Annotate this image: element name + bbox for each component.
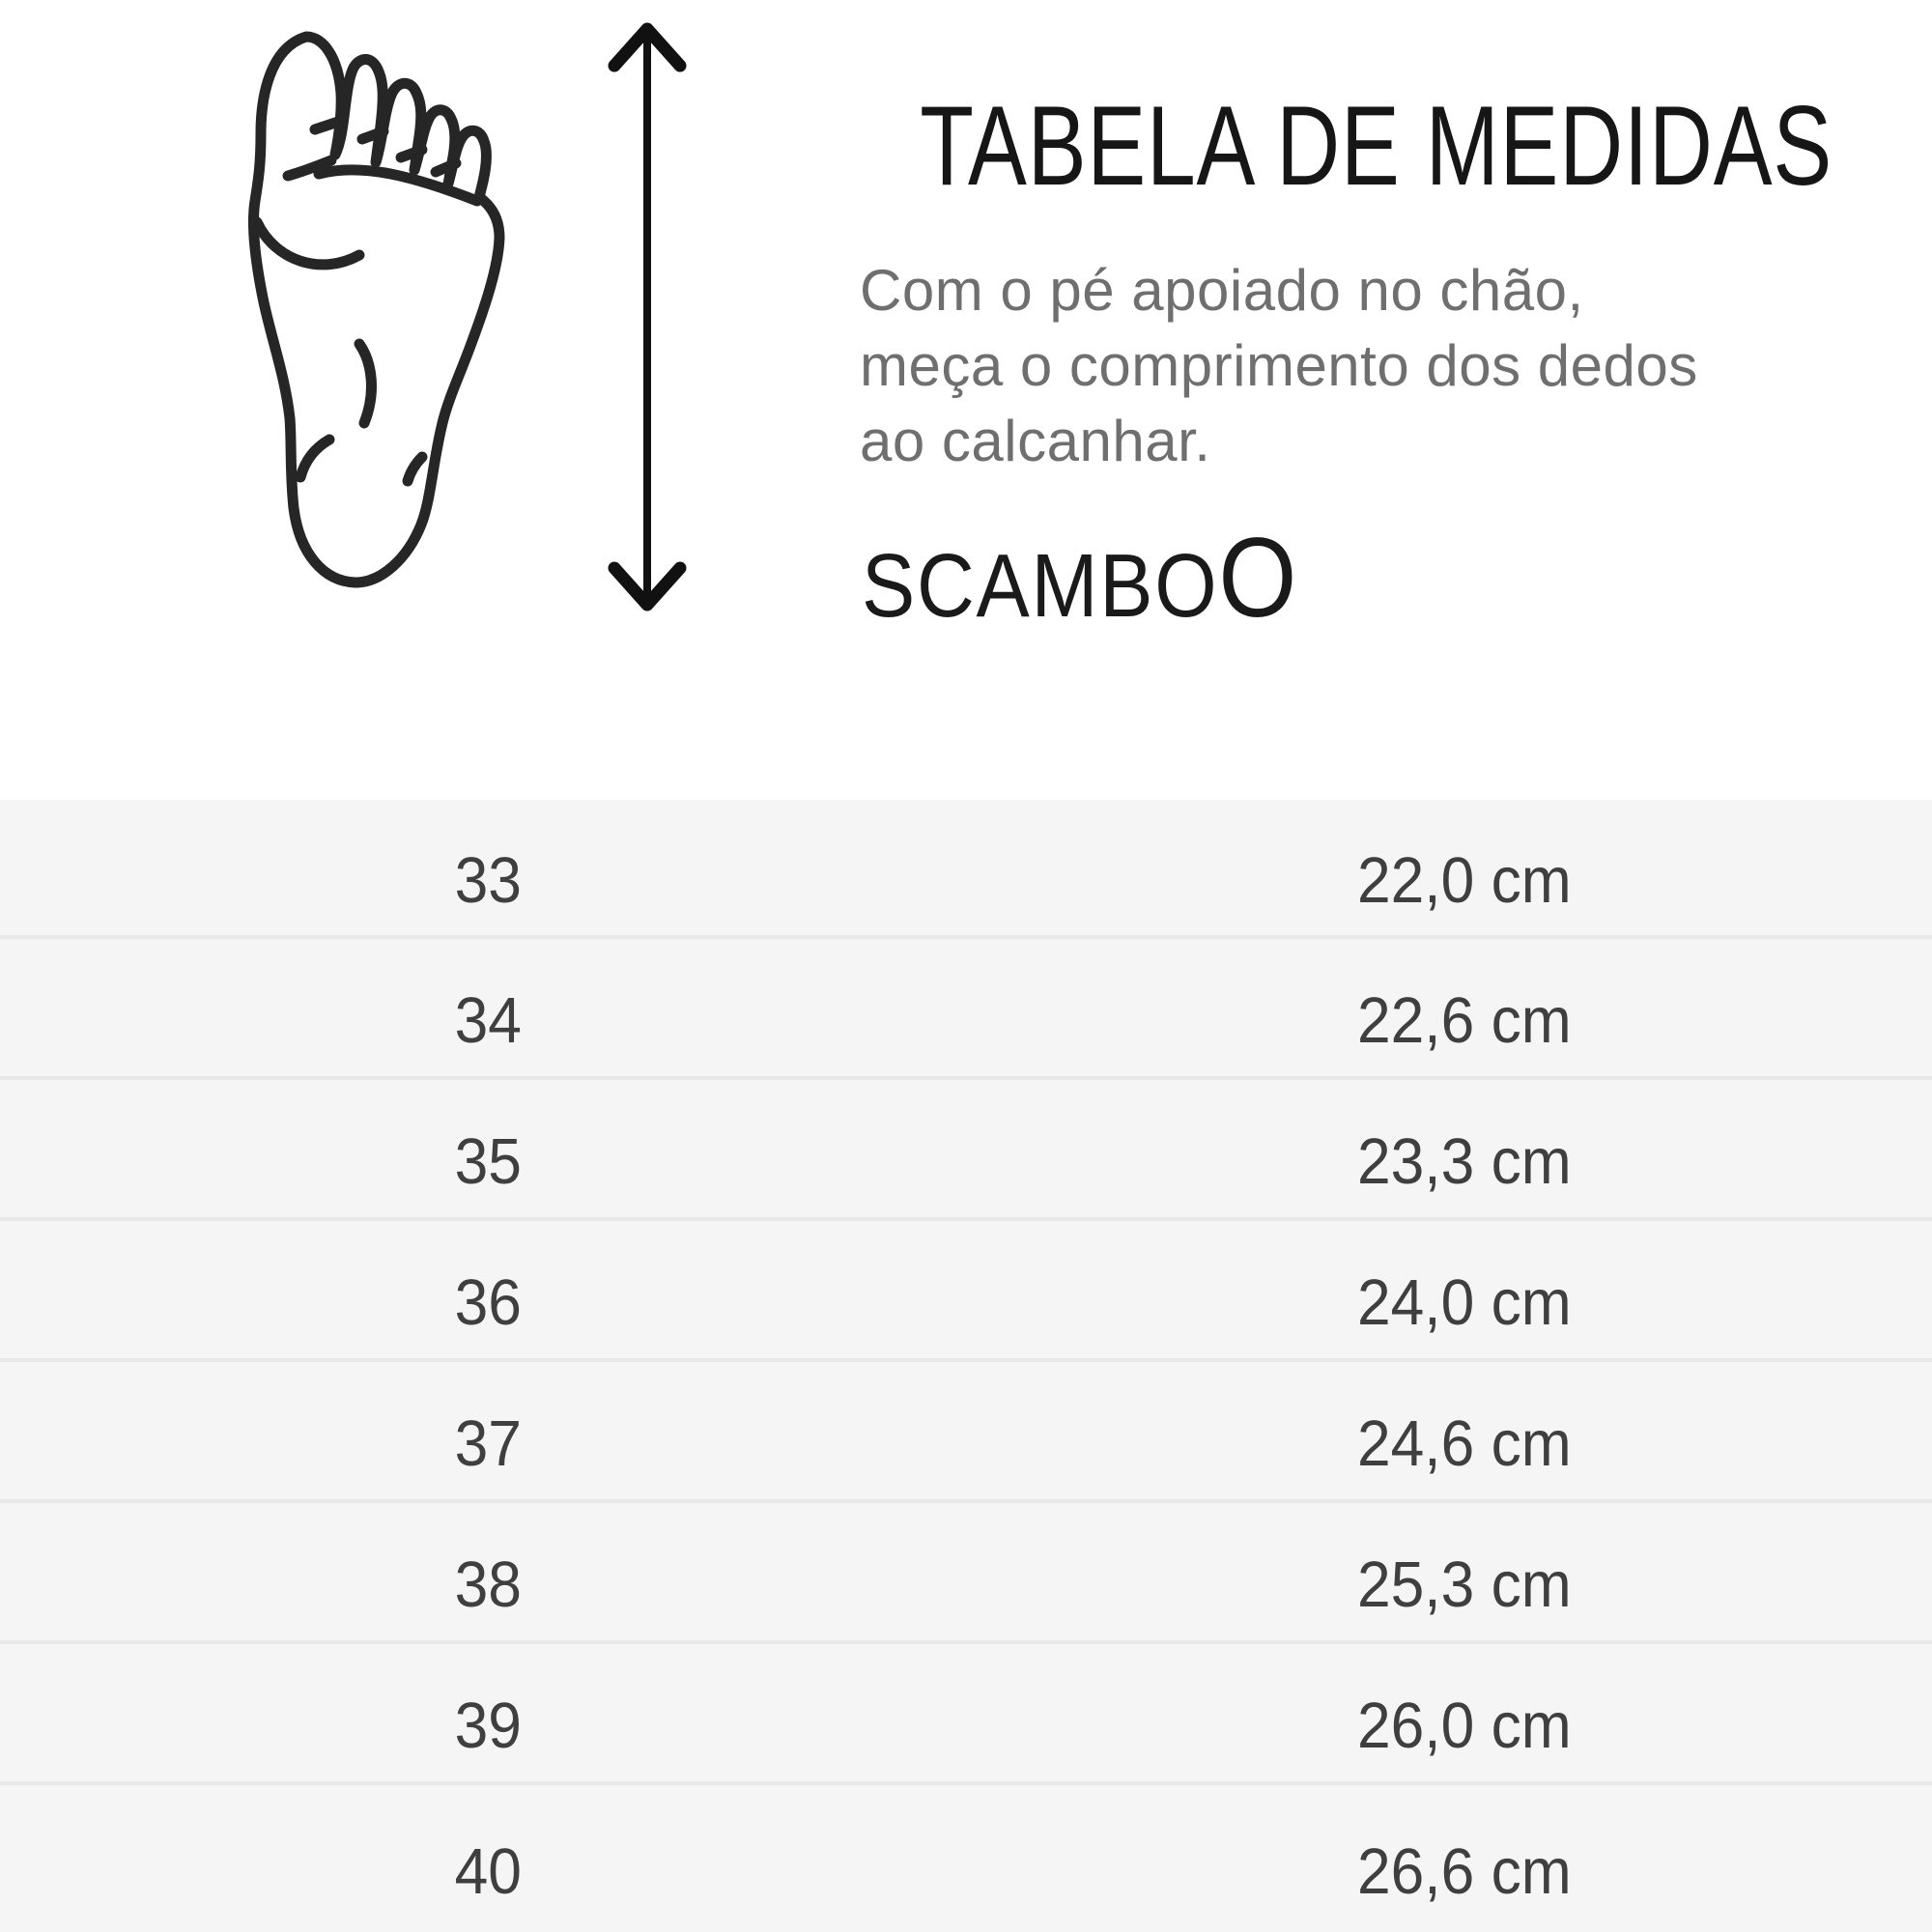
size-table-row: 40 26,6 cm [0, 1785, 1932, 1932]
page-title: TABELA DE MEDIDAS [920, 82, 1833, 209]
size-cell: 38 [454, 1548, 522, 1621]
size-table: 33 22,0 cm 34 22,6 cm 35 23,3 cm 36 24,0… [0, 800, 1932, 1932]
size-table-row: 36 24,0 cm [0, 1221, 1932, 1362]
size-table-row: 33 22,0 cm [0, 800, 1932, 939]
length-cell: 26,6 cm [1357, 1834, 1572, 1908]
length-cell: 22,6 cm [1357, 983, 1572, 1057]
arrow-head-bottom [608, 561, 687, 611]
length-cell: 24,0 cm [1357, 1265, 1572, 1339]
size-cell: 35 [454, 1124, 522, 1198]
size-cell: 40 [454, 1834, 522, 1908]
instruction-line-3: ao calcanhar. [860, 409, 1211, 473]
measurement-instructions: Com o pé apoiado no chão, meça o comprim… [860, 253, 1768, 479]
size-table-row: 37 24,6 cm [0, 1362, 1932, 1503]
brand-logo-big-o: O [1218, 514, 1297, 640]
instruction-line-2: meça o comprimento dos dedos [860, 333, 1698, 398]
size-table-row: 38 25,3 cm [0, 1503, 1932, 1644]
instruction-line-1: Com o pé apoiado no chão, [860, 258, 1584, 323]
length-cell: 26,0 cm [1357, 1689, 1572, 1762]
size-table-row: 35 23,3 cm [0, 1080, 1932, 1221]
arrow-head-top [608, 22, 687, 72]
length-cell: 24,6 cm [1357, 1406, 1572, 1480]
size-cell: 39 [454, 1689, 522, 1762]
size-table-row: 34 22,6 cm [0, 939, 1932, 1080]
brand-logo-text: SCAMBO [862, 535, 1219, 636]
size-cell: 37 [454, 1406, 522, 1480]
brand-logo: SCAMBOO [862, 521, 1296, 636]
size-cell: 33 [454, 843, 522, 917]
length-cell: 23,3 cm [1357, 1124, 1572, 1198]
foot-crease-lines [251, 116, 483, 487]
length-cell: 22,0 cm [1357, 843, 1572, 917]
size-cell: 34 [454, 983, 522, 1057]
foot-outline [247, 31, 505, 588]
length-cell: 25,3 cm [1357, 1548, 1572, 1621]
size-table-row: 39 26,0 cm [0, 1644, 1932, 1785]
foot-sole-icon [247, 31, 505, 588]
size-cell: 36 [454, 1265, 522, 1339]
vertical-measure-arrow-icon [608, 22, 687, 611]
